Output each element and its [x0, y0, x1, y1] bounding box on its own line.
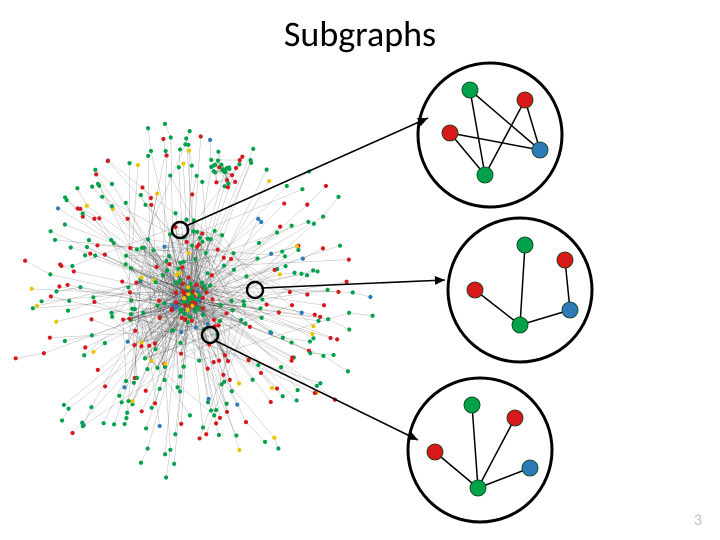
subgraph-panels [408, 63, 592, 522]
big-network [14, 122, 375, 480]
diagram-canvas [0, 0, 720, 540]
page-number: 3 [694, 511, 702, 530]
slide: { "title": "Subgraphs", "page_number": "… [0, 0, 720, 540]
